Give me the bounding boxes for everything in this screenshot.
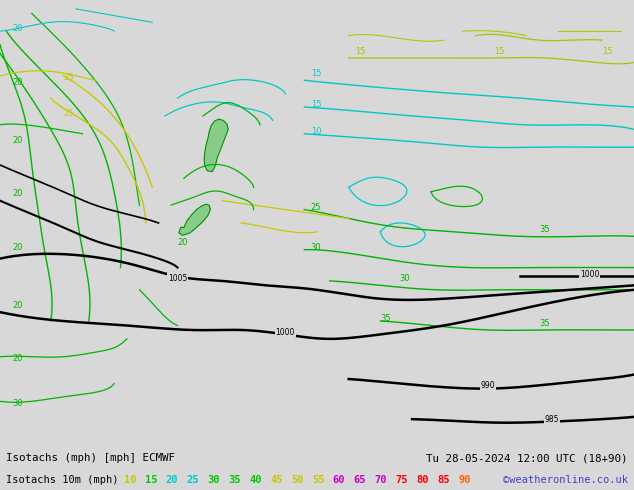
Text: 70: 70 <box>375 475 387 485</box>
Text: 1000: 1000 <box>276 328 295 337</box>
Text: 10: 10 <box>311 127 321 136</box>
Text: 20: 20 <box>13 301 23 310</box>
Text: 25: 25 <box>63 109 74 118</box>
Text: 20: 20 <box>13 243 23 252</box>
Text: 20: 20 <box>13 24 23 33</box>
Text: 20: 20 <box>13 354 23 363</box>
Text: 35: 35 <box>228 475 241 485</box>
Text: 15: 15 <box>602 47 613 55</box>
Text: 15: 15 <box>311 100 321 109</box>
Text: 25: 25 <box>63 74 74 82</box>
Text: 20: 20 <box>13 136 23 145</box>
Text: 1000: 1000 <box>580 270 599 279</box>
Text: 25: 25 <box>311 202 321 212</box>
Text: 80: 80 <box>417 475 429 485</box>
Text: 75: 75 <box>396 475 408 485</box>
Text: 30: 30 <box>207 475 220 485</box>
Text: 35: 35 <box>539 225 550 234</box>
Text: 15: 15 <box>145 475 157 485</box>
Text: 50: 50 <box>291 475 304 485</box>
Text: 985: 985 <box>545 415 559 424</box>
Text: 35: 35 <box>539 318 550 327</box>
Text: 20: 20 <box>13 189 23 198</box>
Text: 20: 20 <box>13 78 23 87</box>
Text: 35: 35 <box>380 314 391 323</box>
Text: 40: 40 <box>249 475 262 485</box>
Text: 15: 15 <box>495 47 505 55</box>
Text: 25: 25 <box>186 475 199 485</box>
Text: 60: 60 <box>333 475 346 485</box>
Polygon shape <box>179 204 210 235</box>
Text: Tu 28-05-2024 12:00 UTC (18+90): Tu 28-05-2024 12:00 UTC (18+90) <box>426 453 628 463</box>
Text: 20: 20 <box>165 475 178 485</box>
Text: Isotachs 10m (mph): Isotachs 10m (mph) <box>6 475 119 485</box>
Text: 65: 65 <box>354 475 366 485</box>
Text: Isotachs (mph) [mph] ECMWF: Isotachs (mph) [mph] ECMWF <box>6 453 176 463</box>
Text: 30: 30 <box>399 274 410 283</box>
Text: 15: 15 <box>311 69 321 78</box>
Text: 30: 30 <box>311 243 321 252</box>
Text: 15: 15 <box>355 47 366 55</box>
Text: 990: 990 <box>481 381 496 390</box>
Text: 45: 45 <box>270 475 283 485</box>
Polygon shape <box>204 119 228 172</box>
Text: 10: 10 <box>124 475 136 485</box>
Text: 30: 30 <box>13 399 23 408</box>
Text: 90: 90 <box>458 475 471 485</box>
Text: 85: 85 <box>437 475 450 485</box>
Text: ©weatheronline.co.uk: ©weatheronline.co.uk <box>503 475 628 485</box>
Text: 1005: 1005 <box>168 274 187 283</box>
Text: 55: 55 <box>312 475 325 485</box>
Text: 20: 20 <box>178 238 188 247</box>
